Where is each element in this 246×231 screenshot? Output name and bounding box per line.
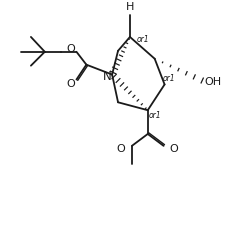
Text: or1: or1 (163, 74, 175, 83)
Text: O: O (169, 143, 178, 153)
Text: N: N (103, 70, 111, 83)
Text: O: O (66, 44, 75, 54)
Text: H: H (126, 2, 134, 12)
Text: OH: OH (204, 76, 221, 86)
Text: O: O (116, 143, 125, 153)
Text: O: O (66, 79, 75, 89)
Text: or1: or1 (149, 110, 161, 119)
Text: or1: or1 (137, 35, 150, 44)
